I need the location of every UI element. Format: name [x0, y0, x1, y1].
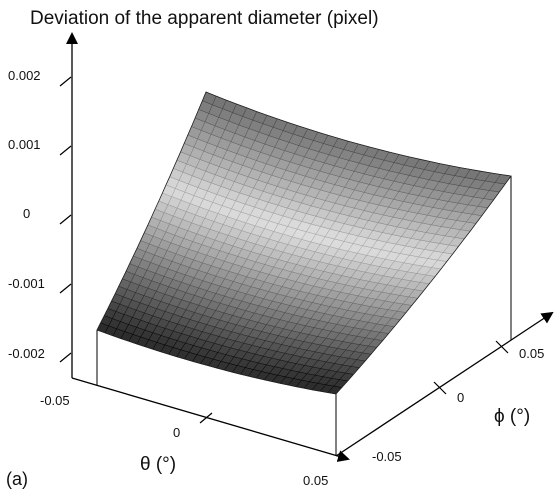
z-tick-label: -0.002: [8, 346, 45, 361]
z-tick-mark: [59, 283, 72, 294]
chart-title: Deviation of the apparent diameter (pixe…: [30, 8, 379, 29]
z-tick-label: 0: [23, 206, 30, 221]
y-tick-mark: [433, 381, 447, 395]
z-tick-label: 0.002: [8, 68, 41, 83]
surface-mesh: [96, 91, 512, 395]
x-axis-line: [71, 377, 350, 462]
z-tick-label: -0.001: [8, 276, 45, 291]
x-tick-label: 0.05: [303, 473, 328, 488]
y-tick-label: -0.05: [372, 449, 402, 464]
axis-ticks: [59, 76, 509, 424]
x-tick-label: -0.05: [40, 393, 70, 408]
y-axis-line: [335, 311, 554, 457]
y-axis-title: ϕ (°): [494, 406, 530, 427]
x-tick-label: 0: [173, 425, 180, 440]
z-tick-mark: [59, 214, 72, 225]
y-tick-mark: [495, 340, 509, 354]
z-tick-mark: [59, 76, 72, 87]
y-tick-label: 0.05: [519, 346, 544, 361]
z-tick-label: 0.001: [8, 137, 41, 152]
panel-label: (a): [6, 469, 28, 489]
surface-outline: [96, 91, 512, 395]
y-tick-label: 0: [457, 390, 464, 405]
x-tick-mark: [199, 412, 213, 424]
z-tick-mark: [59, 352, 72, 363]
z-tick-mark: [59, 145, 72, 156]
x-axis-title: θ (°): [140, 454, 176, 475]
